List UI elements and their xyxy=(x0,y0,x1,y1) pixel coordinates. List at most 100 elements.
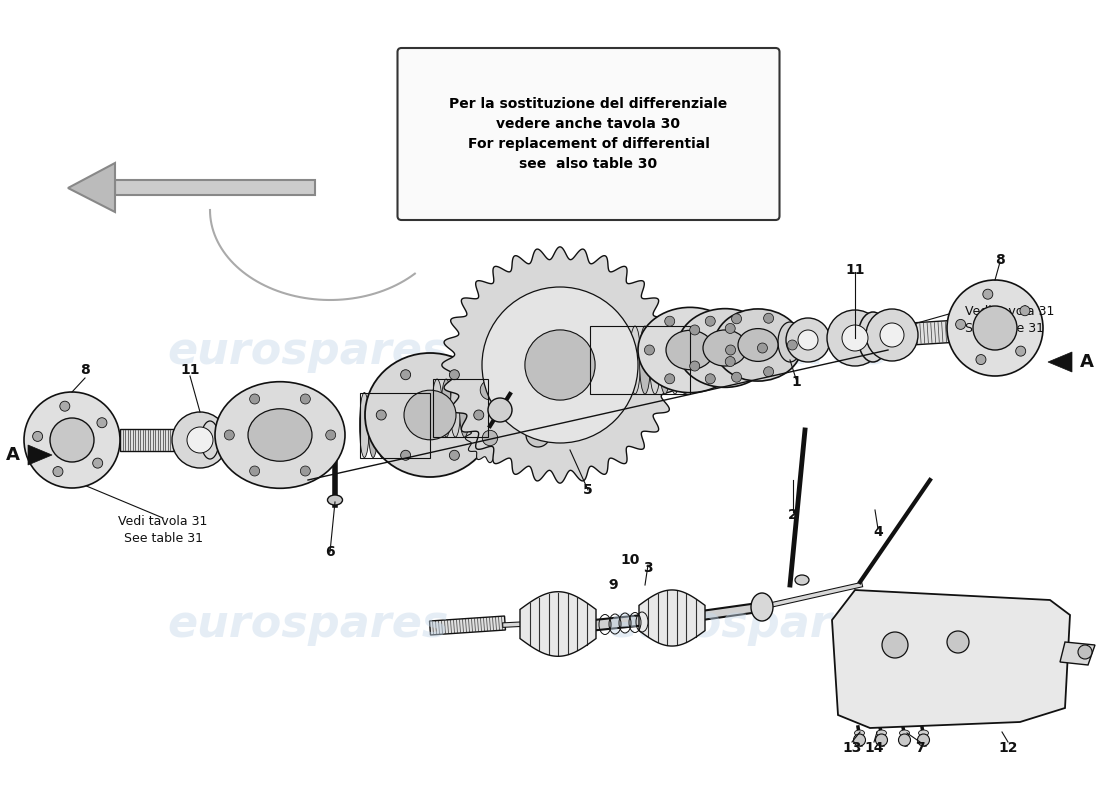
Ellipse shape xyxy=(738,329,778,362)
Ellipse shape xyxy=(619,326,630,394)
Ellipse shape xyxy=(639,326,650,394)
Circle shape xyxy=(690,361,700,371)
Circle shape xyxy=(690,325,700,335)
Ellipse shape xyxy=(590,326,601,394)
Ellipse shape xyxy=(670,326,681,394)
Circle shape xyxy=(187,427,213,453)
Circle shape xyxy=(92,458,102,468)
Ellipse shape xyxy=(600,326,610,394)
Text: 8: 8 xyxy=(80,363,90,377)
Text: 9: 9 xyxy=(608,578,618,592)
Polygon shape xyxy=(894,319,976,346)
Polygon shape xyxy=(639,590,705,646)
Ellipse shape xyxy=(855,730,865,736)
Circle shape xyxy=(974,306,1018,350)
Circle shape xyxy=(866,309,918,361)
Polygon shape xyxy=(68,163,116,212)
Circle shape xyxy=(798,330,818,350)
Text: 3: 3 xyxy=(644,561,652,575)
Ellipse shape xyxy=(248,409,312,462)
Circle shape xyxy=(899,734,911,746)
Ellipse shape xyxy=(629,326,640,394)
Ellipse shape xyxy=(469,379,478,437)
Ellipse shape xyxy=(680,326,691,394)
Ellipse shape xyxy=(432,379,442,437)
Circle shape xyxy=(705,316,715,326)
Text: 1: 1 xyxy=(791,375,801,389)
Circle shape xyxy=(59,401,69,411)
Text: 5: 5 xyxy=(583,483,593,497)
Ellipse shape xyxy=(877,730,887,736)
Ellipse shape xyxy=(751,593,773,621)
Circle shape xyxy=(732,372,741,382)
Circle shape xyxy=(1078,645,1092,659)
Ellipse shape xyxy=(328,495,342,505)
Circle shape xyxy=(326,430,336,440)
Ellipse shape xyxy=(450,379,461,437)
Circle shape xyxy=(474,410,484,420)
Circle shape xyxy=(917,734,930,746)
Circle shape xyxy=(725,323,735,334)
Ellipse shape xyxy=(404,390,456,440)
Circle shape xyxy=(53,466,63,477)
Text: 11: 11 xyxy=(180,363,200,377)
Text: 6: 6 xyxy=(326,545,334,559)
Circle shape xyxy=(482,287,638,443)
Ellipse shape xyxy=(421,393,430,458)
Circle shape xyxy=(758,343,768,353)
Ellipse shape xyxy=(386,393,395,458)
Ellipse shape xyxy=(638,307,743,393)
Circle shape xyxy=(502,404,515,416)
Ellipse shape xyxy=(201,421,219,459)
Polygon shape xyxy=(429,616,506,635)
Text: 14: 14 xyxy=(865,741,883,755)
Circle shape xyxy=(763,366,773,377)
Polygon shape xyxy=(520,592,596,656)
Polygon shape xyxy=(116,180,315,195)
Circle shape xyxy=(300,394,310,404)
Ellipse shape xyxy=(412,393,421,458)
Circle shape xyxy=(24,392,120,488)
Circle shape xyxy=(33,431,43,442)
Text: 12: 12 xyxy=(999,741,1018,755)
Circle shape xyxy=(400,450,410,460)
Circle shape xyxy=(788,340,798,350)
Circle shape xyxy=(525,330,595,400)
Ellipse shape xyxy=(368,393,378,458)
Ellipse shape xyxy=(649,326,660,394)
FancyBboxPatch shape xyxy=(397,48,780,220)
Ellipse shape xyxy=(918,730,928,736)
Polygon shape xyxy=(459,359,521,421)
Text: eurospares: eurospares xyxy=(607,602,889,646)
Circle shape xyxy=(982,289,993,299)
Ellipse shape xyxy=(377,393,387,458)
Text: eurospares: eurospares xyxy=(167,602,449,646)
Text: eurospares: eurospares xyxy=(607,330,889,374)
Circle shape xyxy=(645,345,654,355)
Ellipse shape xyxy=(795,575,808,585)
Circle shape xyxy=(976,354,986,365)
Circle shape xyxy=(50,418,94,462)
Circle shape xyxy=(726,345,736,355)
Polygon shape xyxy=(28,445,52,465)
Circle shape xyxy=(827,310,883,366)
Ellipse shape xyxy=(365,353,495,477)
Polygon shape xyxy=(120,429,175,451)
Circle shape xyxy=(450,370,460,380)
Text: A: A xyxy=(1080,353,1093,371)
Circle shape xyxy=(250,394,260,404)
Ellipse shape xyxy=(778,322,802,362)
Ellipse shape xyxy=(703,330,747,366)
Circle shape xyxy=(786,318,830,362)
Circle shape xyxy=(481,380,499,400)
Polygon shape xyxy=(442,247,679,483)
Text: eurospares: eurospares xyxy=(167,330,449,374)
Ellipse shape xyxy=(460,379,470,437)
Ellipse shape xyxy=(900,730,910,736)
Circle shape xyxy=(1020,306,1030,316)
Polygon shape xyxy=(1060,642,1094,665)
Circle shape xyxy=(664,374,674,384)
Polygon shape xyxy=(487,390,528,430)
Circle shape xyxy=(376,410,386,420)
Ellipse shape xyxy=(714,309,802,381)
